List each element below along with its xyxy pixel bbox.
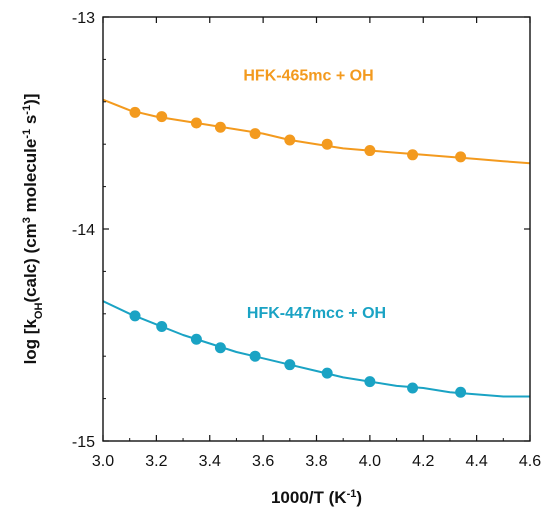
- data-point: [321, 367, 333, 379]
- data-point: [407, 382, 419, 394]
- series-1: [103, 300, 530, 398]
- x-tick-label: 4.4: [466, 453, 488, 470]
- y-axis-title: log [kOH(calc) (cm3 molecule-1 s-1)]: [21, 94, 45, 365]
- x-tick-label: 3.8: [305, 453, 327, 470]
- data-point: [156, 111, 168, 123]
- data-point: [190, 333, 202, 345]
- data-point: [284, 134, 296, 146]
- x-tick-label: 3.0: [92, 453, 114, 470]
- x-tick-label: 4.6: [519, 453, 541, 470]
- data-point: [214, 121, 226, 133]
- y-tick-label: -15: [72, 434, 95, 451]
- x-tick-label: 3.6: [252, 453, 274, 470]
- data-point: [407, 149, 419, 161]
- data-point: [249, 128, 261, 140]
- series-label: HFK-447mcc + OH: [247, 305, 386, 322]
- data-point: [129, 310, 141, 322]
- series-fit-line: [103, 98, 530, 165]
- axis-ticks: 3.0 3.2 3.4 3.6 3.8 4.0 4.2 4.4 4.6 -13 -14 -15: [72, 10, 541, 470]
- data-point: [455, 151, 467, 163]
- data-point: [284, 359, 296, 371]
- data-point: [129, 106, 141, 118]
- x-axis-title: 1000/T (K-1): [271, 488, 362, 507]
- x-tick-label: 4.0: [359, 453, 381, 470]
- series-label: HFK-465mc + OH: [243, 68, 373, 85]
- data-point: [364, 145, 376, 157]
- series-0: [103, 98, 530, 165]
- x-tick-label: 3.4: [199, 453, 221, 470]
- data-point: [364, 376, 376, 388]
- x-tick-label: 4.2: [412, 453, 434, 470]
- data-point: [214, 342, 226, 354]
- series-annotations: HFK-465mc + OH HFK-447mcc + OH: [243, 68, 386, 322]
- plot-area: [103, 98, 530, 398]
- y-tick-label: -13: [72, 10, 95, 27]
- x-tick-label: 3.2: [145, 453, 167, 470]
- data-point: [455, 386, 467, 398]
- data-point: [321, 138, 333, 150]
- data-point: [190, 117, 202, 129]
- data-point: [249, 350, 261, 362]
- data-point: [156, 321, 168, 333]
- y-tick-label: -14: [72, 222, 95, 239]
